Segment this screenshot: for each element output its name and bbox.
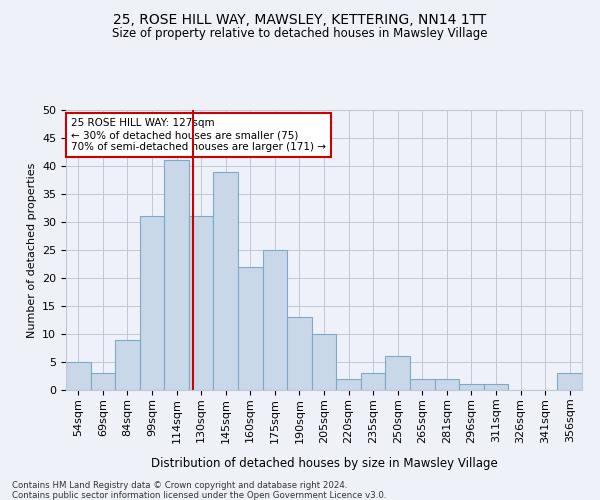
Bar	[484, 384, 508, 390]
Text: 25, ROSE HILL WAY, MAWSLEY, KETTERING, NN14 1TT: 25, ROSE HILL WAY, MAWSLEY, KETTERING, N…	[113, 12, 487, 26]
Bar	[385, 356, 410, 390]
Bar	[66, 362, 91, 390]
Text: Contains public sector information licensed under the Open Government Licence v3: Contains public sector information licen…	[12, 491, 386, 500]
Bar	[115, 340, 140, 390]
Bar	[557, 373, 582, 390]
Text: Contains HM Land Registry data © Crown copyright and database right 2024.: Contains HM Land Registry data © Crown c…	[12, 481, 347, 490]
Bar	[140, 216, 164, 390]
Bar	[238, 267, 263, 390]
Bar	[164, 160, 189, 390]
Bar	[459, 384, 484, 390]
Bar	[263, 250, 287, 390]
Bar	[361, 373, 385, 390]
Text: 25 ROSE HILL WAY: 127sqm
← 30% of detached houses are smaller (75)
70% of semi-d: 25 ROSE HILL WAY: 127sqm ← 30% of detach…	[71, 118, 326, 152]
Bar	[336, 379, 361, 390]
Text: Distribution of detached houses by size in Mawsley Village: Distribution of detached houses by size …	[151, 458, 497, 470]
Bar	[287, 317, 312, 390]
Bar	[214, 172, 238, 390]
Text: Size of property relative to detached houses in Mawsley Village: Size of property relative to detached ho…	[112, 28, 488, 40]
Bar	[410, 379, 434, 390]
Bar	[189, 216, 214, 390]
Bar	[91, 373, 115, 390]
Bar	[434, 379, 459, 390]
Bar	[312, 334, 336, 390]
Y-axis label: Number of detached properties: Number of detached properties	[26, 162, 37, 338]
